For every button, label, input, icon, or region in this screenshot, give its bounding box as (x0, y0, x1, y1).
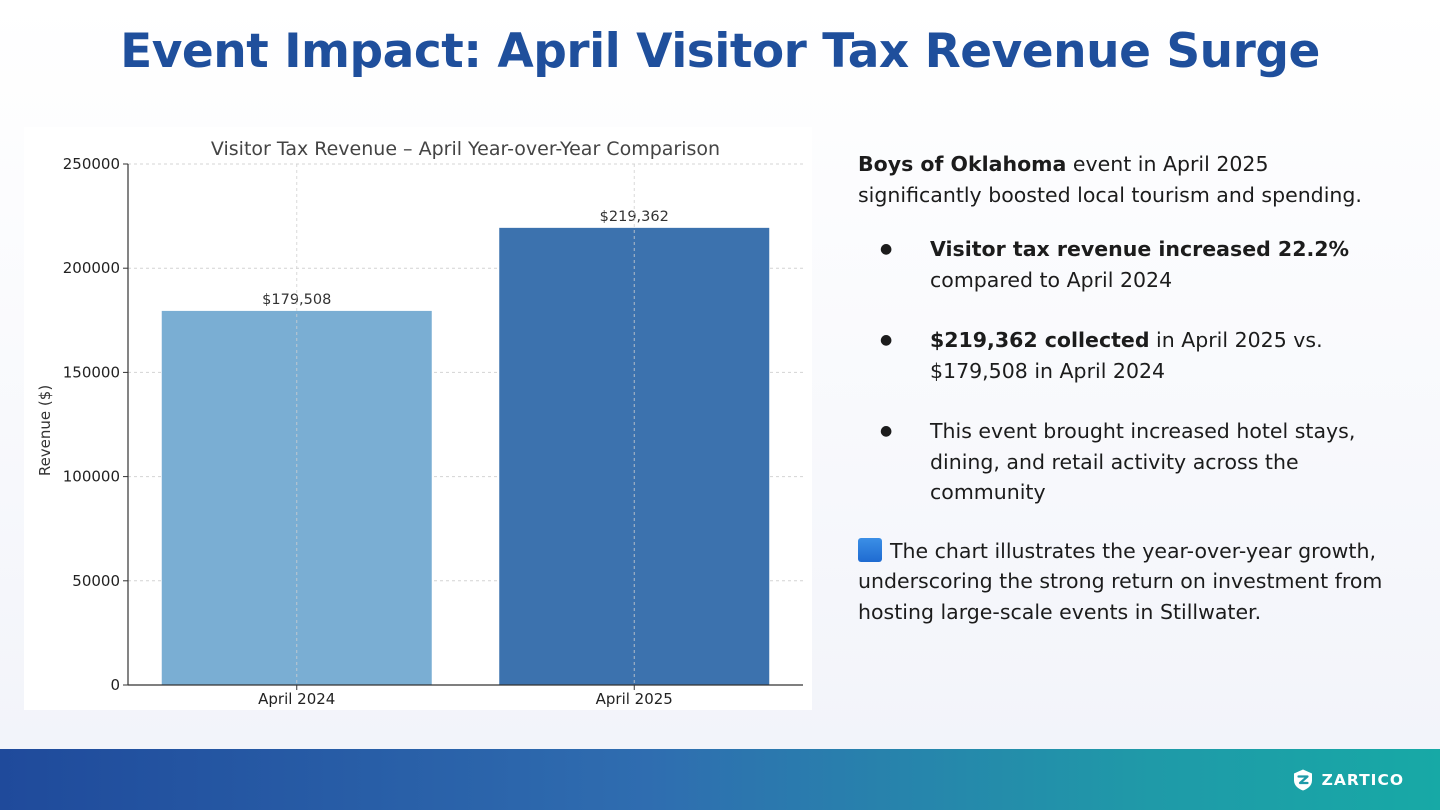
bar-value-label: $179,508 (262, 292, 331, 308)
blue-square-icon (858, 537, 882, 562)
zartico-logo: ZARTICO (1291, 768, 1404, 792)
revenue-bar-chart: 0 50000 100000 150000 200000 250000 $179,508 $2… (24, 127, 812, 710)
bullet-text: This event brought increased hotel stays… (930, 419, 1356, 504)
bullet-dot-icon: ● (880, 241, 893, 257)
y-tick-label: 50000 (72, 572, 120, 590)
bullet-text: in April 2025 vs. $179,508 in April 2024 (930, 328, 1323, 383)
note-text: The chart illustrates the year-over-year… (858, 538, 1383, 624)
chart-note: The chart illustrates the year-over-year… (858, 536, 1398, 628)
bullet-bold: $219,362 collected (930, 328, 1150, 352)
chart-svg: 0 50000 100000 150000 200000 250000 $179,508 $2… (36, 138, 803, 708)
x-tick-label: April 2024 (258, 690, 335, 708)
logo-text: ZARTICO (1321, 771, 1404, 789)
intro-text: event in April 2025 significantly booste… (858, 152, 1362, 207)
y-axis-label: Revenue ($) (36, 385, 54, 476)
event-name: Boys of Oklahoma (858, 152, 1067, 176)
y-tick-label: 250000 (63, 155, 120, 173)
bullet-item: ● Visitor tax revenue increased 22.2% com… (858, 234, 1398, 295)
bullet-bold: Visitor tax revenue increased 22.2% (930, 237, 1350, 261)
intro-paragraph: Boys of Oklahoma event in April 2025 sig… (858, 149, 1398, 210)
footer-band (0, 749, 1440, 810)
bullet-item: ● This event brought increased hotel stay… (858, 416, 1398, 508)
bar-value-label: $219,362 (600, 209, 669, 225)
y-tick-label: 150000 (63, 363, 120, 381)
bullet-list: ● Visitor tax revenue increased 22.2% com… (858, 234, 1398, 508)
bullet-dot-icon: ● (880, 423, 893, 439)
y-tick-label: 200000 (63, 259, 120, 277)
y-tick-label: 0 (110, 676, 120, 694)
bullet-dot-icon: ● (880, 332, 893, 348)
y-tick-label: 100000 (63, 468, 120, 486)
chart-title: Visitor Tax Revenue – April Year-over-Ye… (211, 138, 720, 160)
zartico-logo-icon (1293, 769, 1312, 791)
bullet-text: compared to April 2024 (930, 267, 1173, 292)
slide-title: Event Impact: April Visitor Tax Revenue … (120, 24, 1320, 79)
text-panel: Boys of Oklahoma event in April 2025 sig… (858, 149, 1398, 627)
x-tick-label: April 2025 (596, 690, 673, 708)
bullet-item: ● $219,362 collected in April 2025 vs. $1… (858, 325, 1398, 386)
